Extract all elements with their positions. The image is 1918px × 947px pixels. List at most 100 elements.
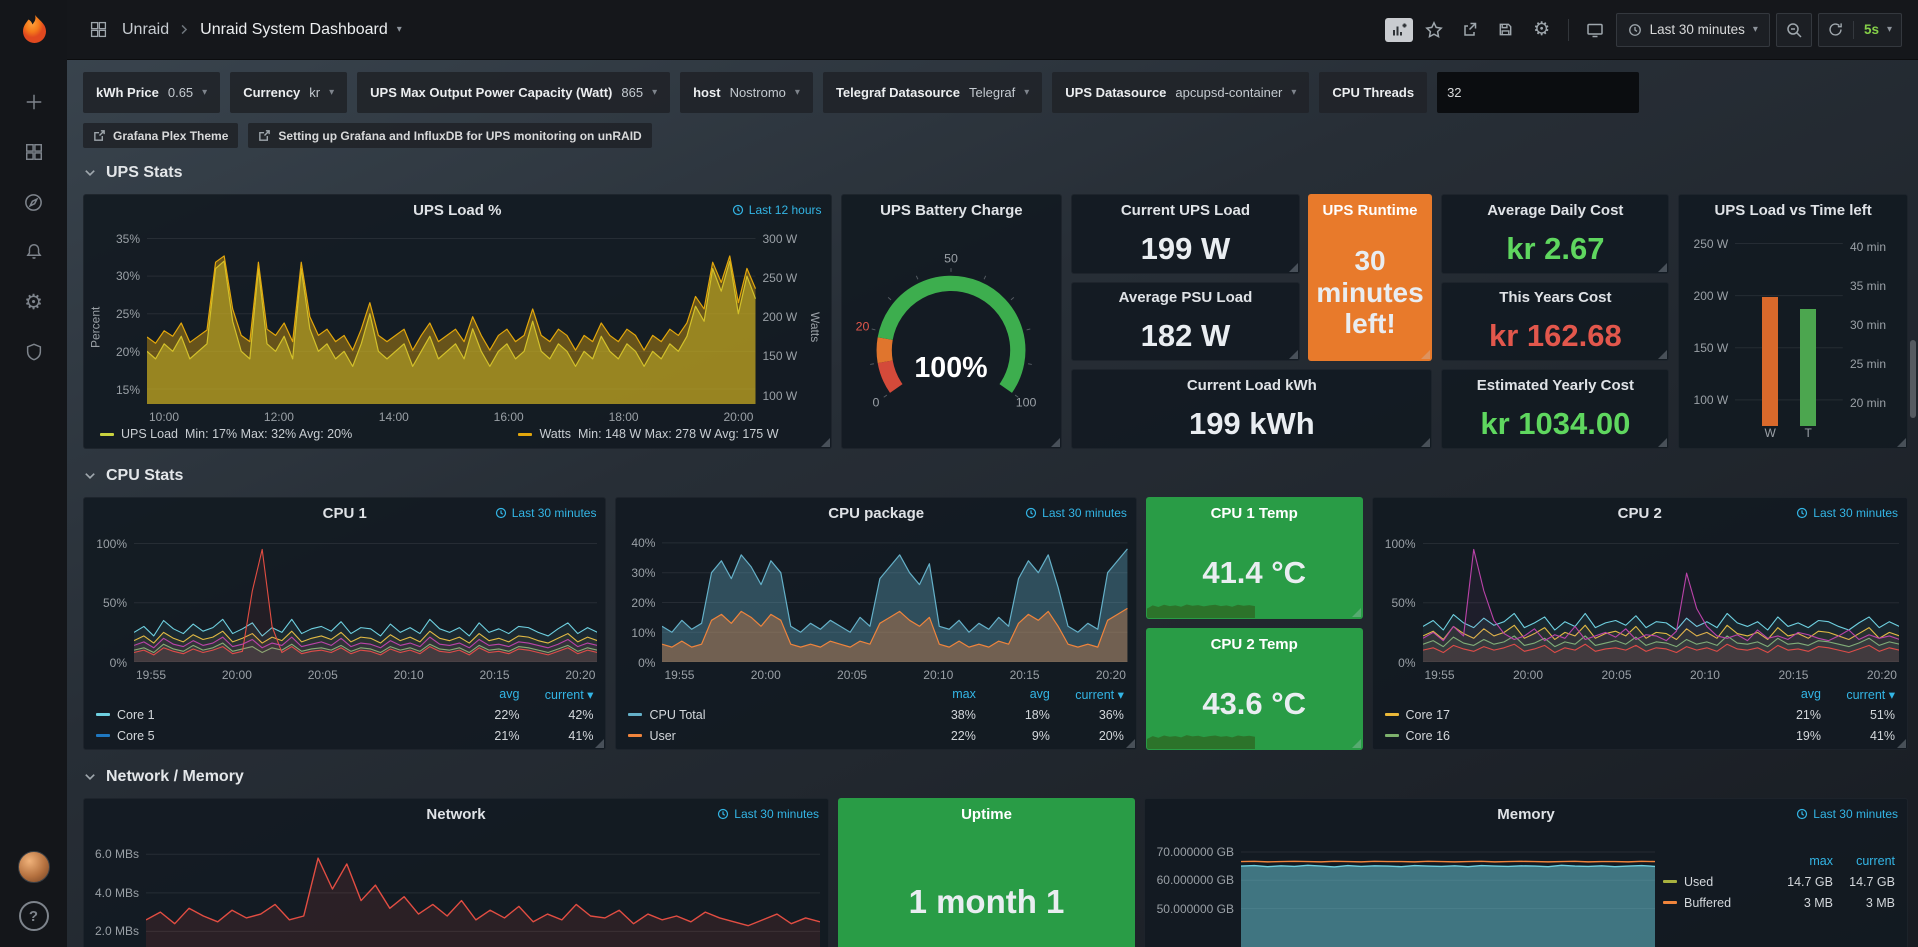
time-range-badge[interactable]: Last 30 minutes [1025,506,1127,520]
variable-input-cpu-threads[interactable] [1437,72,1640,113]
stat-body: 199 kWh [1072,400,1431,448]
plot-area[interactable] [662,534,1128,662]
panel-title[interactable]: UPS Battery Charge [880,201,1023,219]
legend-series-core-17[interactable]: Core 17 [1384,708,1748,722]
chart-canvas [146,835,820,947]
panel-title[interactable]: Current UPS Load [1120,201,1251,219]
dashboard-settings-button[interactable]: ⚙ [1533,19,1551,40]
legend-series-user[interactable]: User [628,729,901,743]
plot-area[interactable] [134,534,598,662]
breadcrumb-current[interactable]: Unraid System Dashboard [200,20,388,38]
chevron-right-icon [181,24,188,35]
cycle-view-button[interactable] [1580,16,1610,44]
plot-area[interactable] [147,231,756,404]
panel-title[interactable]: Uptime [961,805,1012,823]
legend-series-core-1[interactable]: Core 1 [96,708,445,722]
add-panel-button[interactable] [1384,17,1413,42]
panel-title[interactable]: Current Load kWh [1186,376,1317,394]
section-title: CPU Stats [106,467,184,484]
legend-series-cpu-total[interactable]: CPU Total [628,708,901,722]
legend-series-core-16[interactable]: Core 16 [1384,729,1748,743]
panel-title[interactable]: CPU 1 Temp [1210,504,1298,522]
bar-t[interactable] [1800,309,1817,426]
x-tick: 20:05 [307,668,338,682]
dashboards-icon [25,144,42,160]
sidebar-item-dashboards[interactable] [12,133,56,171]
sidebar-item-create[interactable] [12,83,56,121]
sidebar-item-explore[interactable] [12,183,56,221]
refresh-picker[interactable]: 5s ▾ [1817,12,1902,47]
legend-series-watts[interactable]: Watts Min: 148 W Max: 278 W Avg: 175 W [518,427,779,441]
stat-value: 30 minutes left! [1316,245,1424,340]
legend-column-current[interactable]: current ▾ [1846,687,1895,702]
share-button[interactable] [1455,16,1485,44]
stat-body: 41.4 °C [1146,528,1362,618]
panel-title[interactable]: CPU 2 [1617,504,1662,522]
plot-area[interactable] [1241,835,1655,947]
section-header-cpu-stats[interactable]: CPU Stats [83,467,1908,485]
legend-column-current[interactable]: current ▾ [1075,687,1124,702]
panel-title[interactable]: Network [426,805,486,823]
panel-title[interactable]: CPU package [828,504,925,522]
time-range-badge[interactable]: Last 30 minutes [1796,807,1898,821]
panel-title[interactable]: CPU 2 Temp [1210,635,1298,653]
time-range-badge[interactable]: Last 30 minutes [495,506,596,520]
save-button[interactable] [1491,16,1521,44]
time-range-picker[interactable]: Last 30 minutes ▾ [1615,12,1770,47]
caret-down-icon[interactable]: ▾ [396,24,402,35]
section-header-ups-stats[interactable]: UPS Stats [83,164,1908,182]
panel-title[interactable]: Average PSU Load [1118,289,1253,307]
legend-column-max[interactable]: max [1809,854,1833,868]
variable-ups-max-output-power-capacity-watt[interactable]: UPS Max Output Power Capacity (Watt) 865 ▾ [357,72,671,113]
zoom-out-button[interactable] [1775,12,1812,47]
legend-column-avg[interactable]: avg [499,687,520,701]
panel-title[interactable]: This Years Cost [1499,289,1612,307]
variable-kwh-price[interactable]: kWh Price 0.65 ▾ [83,72,221,113]
bar-w[interactable] [1762,297,1779,426]
panel-title[interactable]: Memory [1497,805,1555,823]
legend-column-current[interactable]: current [1856,854,1895,868]
star-button[interactable] [1419,16,1449,44]
panel-title[interactable]: UPS Load vs Time left [1714,201,1872,219]
time-range-badge[interactable]: Last 30 minutes [1796,506,1898,520]
plot-area[interactable] [146,835,820,947]
variable-cpu-threads[interactable]: CPU Threads [1319,72,1428,113]
legend-series-ups-load[interactable]: UPS Load Min: 17% Max: 32% Avg: 20% [100,427,352,441]
section-header-network-memory[interactable]: Network / Memory [83,768,1908,786]
user-avatar[interactable] [17,851,50,883]
dashboard-link[interactable]: Grafana Plex Theme [83,123,239,148]
variable-telegraf-datasource[interactable]: Telegraf Datasource Telegraf ▾ [822,72,1043,113]
legend-column-max[interactable]: max [952,687,976,701]
time-range-badge[interactable]: Last 12 hours [732,203,822,217]
sidebar-item-configuration[interactable]: ⚙ [12,283,56,321]
ups-mid-grid: Current UPS Load 199 W UPS Runtime 30 minu… [1071,194,1433,449]
panel-title[interactable]: UPS Runtime [1322,201,1418,219]
sidebar-item-server-admin[interactable] [12,333,56,371]
variable-currency[interactable]: Currency kr ▾ [230,72,348,113]
legend-column-avg[interactable]: avg [1800,687,1821,701]
panel-title[interactable]: UPS Load % [413,201,502,219]
legend-series-buffered[interactable]: Buffered [1663,896,1771,910]
panel-title[interactable]: Average Daily Cost [1487,201,1624,219]
help-icon[interactable]: ? [18,901,49,931]
breadcrumb-root[interactable]: Unraid [122,20,170,38]
panel-average-psu-load: Average PSU Load 182 W [1071,281,1300,362]
dashboard-link[interactable]: Setting up Grafana and InfluxDB for UPS … [248,123,652,148]
page-scrollbar-thumb[interactable] [1910,340,1916,418]
panel-title[interactable]: Estimated Yearly Cost [1476,376,1634,394]
legend-column-avg[interactable]: avg [1029,687,1050,701]
plot-area[interactable] [1422,534,1899,662]
legend-column-current[interactable]: current ▾ [544,687,594,702]
sidebar-item-alerting[interactable] [12,233,56,271]
grafana-logo[interactable] [0,0,67,59]
variable-ups-datasource[interactable]: UPS Datasource apcupsd-container ▾ [1052,72,1310,113]
legend-series-used[interactable]: Used [1663,875,1771,889]
x-tick: 19:55 [136,668,167,682]
variable-host[interactable]: host Nostromo ▾ [680,72,813,113]
panel-title[interactable]: CPU 1 [322,504,367,522]
legend-series-core-5[interactable]: Core 5 [96,729,445,743]
x-tick: 19:55 [1424,668,1455,682]
time-range-badge[interactable]: Last 30 minutes [717,807,819,821]
apps-grid-icon[interactable] [83,16,113,44]
